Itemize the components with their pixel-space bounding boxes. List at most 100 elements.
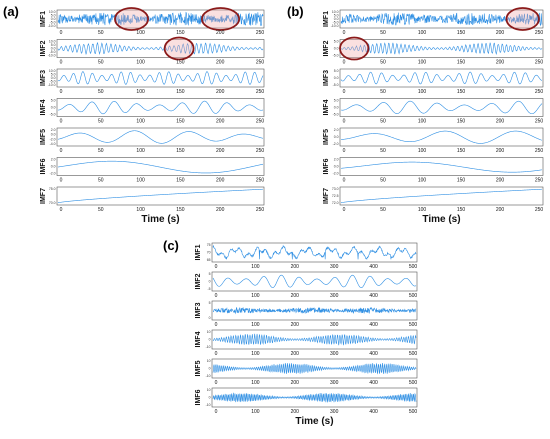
x-tick-label: 50 — [98, 148, 104, 154]
x-tick-label: 250 — [535, 89, 544, 95]
x-tick-label: 150 — [176, 60, 185, 66]
x-tick-label: 250 — [535, 119, 544, 125]
x-tick-label: 0 — [60, 148, 63, 154]
x-tick-label: 0 — [215, 322, 218, 328]
signal-line — [57, 41, 264, 56]
y-tick-label: -2.0 — [50, 172, 56, 176]
y-tick-label: 70.0 — [49, 201, 56, 205]
y-tick-label: 5.0 — [51, 73, 56, 77]
chart-panel-a: (a) IMF1 10.05.00.0-5.0-10.00 50 100 150 200 25… — [3, 4, 264, 225]
x-tick-label: 100 — [136, 60, 145, 66]
y-tick-label: -10.0 — [48, 24, 56, 28]
y-tick-label: 10.0 — [49, 40, 56, 44]
y-tick-label: 65 — [207, 258, 211, 262]
x-tick-label: 100 — [251, 409, 260, 415]
signal-line — [57, 160, 264, 174]
y-axis-label: IMF2 — [195, 273, 202, 289]
y-tick-label: -10.0 — [48, 83, 56, 87]
x-tick-label: 150 — [457, 207, 466, 213]
y-axis-label: IMF6 — [323, 158, 330, 174]
x-tick-label: 200 — [496, 119, 505, 125]
y-tick-label: 0 — [209, 280, 211, 284]
x-tick-label: 200 — [496, 89, 505, 95]
y-tick-label: 5.0 — [51, 43, 56, 47]
x-tick-label: 200 — [216, 119, 225, 125]
x-tick-label: 250 — [535, 207, 544, 213]
y-tick-label: -5.0 — [50, 80, 56, 84]
x-tick-label: 200 — [216, 89, 225, 95]
x-tick-label: 50 — [380, 89, 386, 95]
x-tick-label: 0 — [343, 60, 346, 66]
y-tick-label: 5.0 — [334, 40, 339, 44]
x-tick-label: 100 — [136, 119, 145, 125]
x-tick-label: 200 — [291, 293, 300, 299]
y-tick-label: 10 — [207, 359, 211, 363]
x-tick-label: 500 — [409, 409, 418, 415]
x-tick-label: 400 — [369, 380, 378, 386]
highlight-ellipse — [505, 7, 540, 31]
x-tick-label: 300 — [330, 293, 339, 299]
y-axis-label: IMF7 — [323, 188, 330, 204]
x-tick-label: 100 — [251, 322, 260, 328]
x-tick-label: 100 — [418, 60, 427, 66]
subplot-imf6: IMF6 100-100 100 200 300 400 500 — [195, 387, 418, 415]
y-tick-label: 0.0 — [51, 76, 56, 80]
y-tick-label: 5 — [209, 301, 211, 305]
y-tick-label: 0.0 — [51, 17, 56, 21]
x-tick-label: 100 — [418, 148, 427, 154]
x-tick-label: 0 — [215, 380, 218, 386]
x-axis-title: Time (s) — [141, 214, 179, 225]
x-tick-label: 250 — [535, 30, 544, 36]
plot-frame — [56, 98, 265, 117]
x-tick-label: 250 — [256, 30, 265, 36]
highlight-ellipse — [200, 7, 241, 31]
y-axis-label: IMF1 — [40, 11, 47, 27]
x-tick-label: 0 — [60, 119, 63, 125]
y-tick-label: 5.0 — [334, 69, 339, 73]
panel-label: (b) — [287, 4, 304, 19]
plot-frame — [339, 157, 544, 176]
x-tick-label: 50 — [98, 30, 104, 36]
plot-frame — [56, 127, 265, 147]
plot-frame — [211, 358, 418, 379]
y-tick-label: -5.0 — [50, 113, 56, 117]
x-tick-label: 500 — [409, 351, 418, 357]
signal-line — [57, 130, 264, 144]
x-tick-label: 150 — [176, 148, 185, 154]
y-tick-label: 5.0 — [51, 99, 56, 103]
x-tick-label: 200 — [496, 148, 505, 154]
plot-frame — [211, 387, 418, 408]
x-tick-label: 0 — [60, 60, 63, 66]
panel-label: (a) — [3, 4, 19, 19]
signal-line — [57, 71, 264, 85]
y-tick-label: 5.0 — [334, 14, 339, 18]
signal-line — [340, 71, 543, 85]
x-tick-label: 0 — [343, 148, 346, 154]
x-tick-label: 0 — [343, 30, 346, 36]
x-tick-label: 50 — [380, 207, 386, 213]
plot-frame — [211, 271, 418, 292]
plot-frame — [339, 186, 544, 206]
subplot-imf5: IMF5 2.0 0.0 -2.0 0 50 100 150 200 250 — [323, 127, 543, 154]
y-tick-label: 0.0 — [51, 47, 56, 51]
y-axis-label: IMF2 — [40, 40, 47, 56]
x-tick-label: 200 — [216, 148, 225, 154]
x-tick-label: 100 — [136, 148, 145, 154]
y-axis-label: IMF6 — [195, 389, 202, 405]
x-tick-label: 250 — [256, 148, 265, 154]
subplot-imf1: IMF1 10.05.00.0-5.0-10.0 0 50 100 150 200 250 — [323, 7, 544, 36]
subplot-imf6: IMF6 2.0 0.0 -2.0 0 50 100 150 200 250 — [40, 157, 264, 184]
y-tick-label: -5.0 — [333, 113, 339, 117]
y-tick-label: 0 — [209, 338, 211, 342]
y-axis-label: IMF3 — [195, 302, 202, 318]
chart-panel-b: (b) IMF1 10.05.00.0-5.0-10.00 50 100 150 200 25… — [287, 4, 543, 225]
x-tick-label: 100 — [418, 119, 427, 125]
y-tick-label: -5.0 — [333, 21, 339, 25]
panel-label: (c) — [163, 238, 179, 253]
y-tick-label: -10 — [206, 374, 211, 378]
x-tick-label: 50 — [380, 148, 386, 154]
x-tick-label: 150 — [457, 89, 466, 95]
y-tick-label: -2.0 — [50, 137, 56, 141]
y-tick-label: -5.0 — [333, 83, 339, 87]
